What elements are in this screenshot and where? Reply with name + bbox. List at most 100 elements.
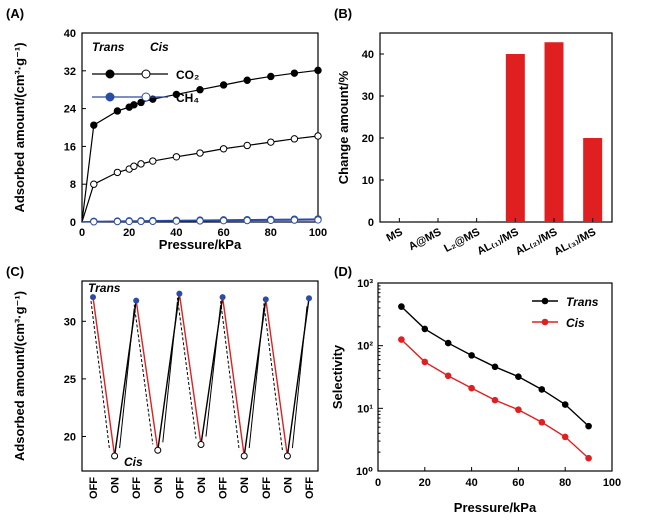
data-point [113,168,122,177]
y-tick-label: 40 [64,28,76,40]
y-tick-label: 10⁰ [356,466,373,478]
data-point [267,138,275,146]
y-tick-label: 16 [64,141,76,153]
x-tick-label: 40 [170,227,182,239]
panel-a-label: (A) [6,6,24,21]
data-point [196,217,204,225]
data-point [130,162,138,170]
solid-arrow [248,307,265,449]
data-point [468,384,475,392]
data-point [267,216,275,224]
x-tick-label: 0 [79,227,85,239]
cis-point [283,452,291,460]
data-point [267,72,275,81]
cis-annotation: Cis [124,455,143,469]
y-tick-label: 10² [357,341,373,353]
dashed-arrow [176,297,197,439]
x-tick-label: OFF [131,477,143,499]
data-point [172,217,181,225]
y-tick-label: 30 [362,91,374,103]
x-tick-label: OFF [218,477,230,499]
data-point [130,101,138,109]
y-tick-label: 0 [368,217,374,229]
data-point [538,386,546,393]
trans-annotation: Trans [88,281,121,295]
y-tick-label: 25 [64,374,76,386]
x-tick-label: OFF [261,477,273,499]
data-point [90,180,98,188]
data-point [149,157,157,165]
data-point [561,433,569,441]
x-tick-label: ON [282,477,294,494]
data-point [444,339,452,347]
data-point [561,401,569,408]
cis-point [240,452,248,460]
x-tick-label: 60 [217,227,229,239]
data-point [137,160,145,168]
y-tick-label: 32 [64,66,76,78]
red-segment [135,300,159,451]
panel-a-frame [81,32,319,223]
data-point [585,422,592,430]
x-tick-label: MS [385,226,405,244]
panel-c-label: (C) [6,264,24,279]
x-tick-label: 20 [419,477,431,489]
x-tick-label: OFF [174,477,186,499]
x-axis-title: Pressure/kPa [454,500,537,515]
y-axis-title: Change amount/% [336,70,351,184]
x-tick-label: ON [239,477,251,494]
x-tick-label: AL₍₂₎/MS [514,226,560,258]
data-point [585,454,592,462]
data-point [468,352,475,359]
data-point [219,145,228,153]
x-tick-label: ON [110,477,122,494]
trans-point [219,294,226,301]
data-point [398,336,405,343]
panel-d-frame [377,282,613,472]
trans-point [133,297,140,304]
data-point [538,418,546,426]
bar [583,138,603,222]
solid-arrow [291,306,308,449]
solid-arrow [162,301,178,443]
red-segment [92,297,116,457]
legend-marker [105,92,115,102]
panel-a: (A)0 20 40 60 80 1000816243240Pressure/kPaAds… [6,6,327,252]
y-tick-label: 20 [362,133,374,145]
data-point [290,135,299,143]
legend-header-cis: Cis [150,40,169,54]
legend-label: Cis [566,316,585,330]
cis-point [111,452,119,460]
x-tick-label: 100 [309,227,327,239]
solid-arrow [119,308,135,449]
data-point [137,217,145,226]
y-tick-label: 10¹ [357,403,373,415]
data-point [172,153,181,161]
data-point [196,86,204,94]
data-point [113,217,122,226]
legend-label: CO₂ [176,68,199,82]
x-tick-label: 80 [265,227,277,239]
data-point [314,216,322,224]
x-tick-label: OFF [304,477,316,499]
panel-c: (C) 20 25 30 Adsorbed amount/(cm³·g⁻¹) OFF ON O… [6,264,319,499]
red-segment [265,299,289,457]
data-point [196,149,204,157]
x-tick-label: OFF [88,477,100,499]
legend-marker [105,69,115,79]
x-tick-label: AL₍₃₎/MS [552,226,598,258]
data-point [137,98,145,107]
data-point [421,358,429,366]
legend-marker [541,318,549,326]
data-point [398,303,405,310]
data-point [219,216,228,225]
x-tick-label: 0 [375,477,381,489]
data-point [314,132,322,140]
trans-point [306,295,312,302]
data-point [421,325,429,333]
series-line [81,135,319,223]
x-tick-label: 80 [559,477,571,489]
y-tick-label: 30 [64,316,76,328]
